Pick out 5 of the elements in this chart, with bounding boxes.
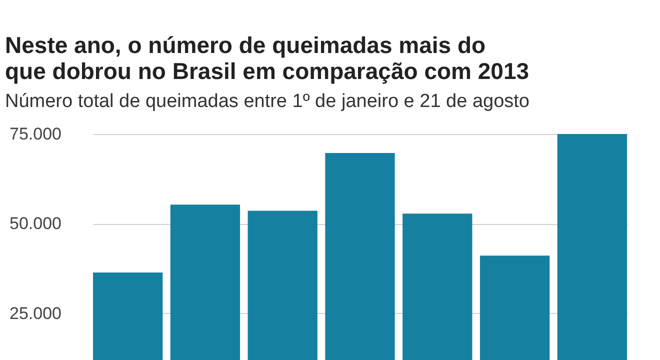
- y-tick-label: 75.000: [10, 124, 62, 144]
- y-tick-label: 50.000: [10, 214, 62, 234]
- y-tick-label: 25.000: [10, 304, 62, 323]
- chart-subtitle: Número total de queimadas entre 1º de janeiro e 21 de agosto: [5, 91, 530, 112]
- chart-title: Neste ano, o número de queimadas mais do que dobrou no Brasil em comparação com 2013: [5, 32, 530, 84]
